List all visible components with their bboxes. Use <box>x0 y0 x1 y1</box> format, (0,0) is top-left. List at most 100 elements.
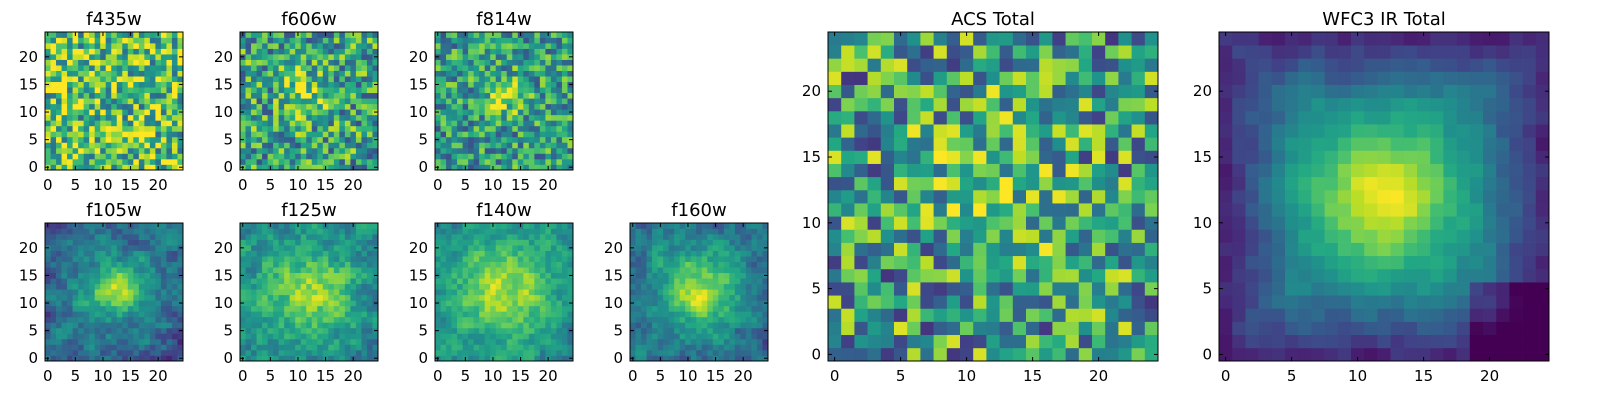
heatmap-cell <box>317 43 323 49</box>
heatmap-cell <box>523 32 529 38</box>
heatmap-cell <box>718 234 724 240</box>
plot-title: f125w <box>281 200 336 221</box>
heatmap-cell <box>523 311 529 317</box>
heatmap-cell <box>273 240 279 246</box>
heatmap-cell <box>545 295 551 301</box>
heatmap-cell <box>361 306 367 312</box>
heatmap-cell <box>122 284 128 290</box>
heatmap-cell <box>435 87 441 93</box>
heatmap-cell <box>78 295 84 301</box>
heatmap-cell <box>334 38 340 44</box>
heatmap-cell <box>680 223 686 229</box>
heatmap-cell <box>339 295 345 301</box>
heatmap-cell <box>78 71 84 77</box>
heatmap-cell <box>350 159 356 165</box>
heatmap-cell <box>67 71 73 77</box>
heatmap-cell <box>757 240 763 246</box>
heatmap-cell <box>290 223 296 229</box>
heatmap-cell <box>652 328 658 334</box>
heatmap-cell <box>306 234 312 240</box>
heatmap-cell <box>350 76 356 82</box>
y-tick-label: 0 <box>418 349 428 367</box>
heatmap-cell <box>545 251 551 257</box>
heatmap-cell <box>89 240 95 246</box>
heatmap-cell <box>647 223 653 229</box>
heatmap-cell <box>295 93 301 99</box>
heatmap-cell <box>512 278 518 284</box>
heatmap-cell <box>172 87 178 93</box>
heatmap-cell <box>947 308 961 322</box>
heatmap-cell <box>111 82 117 88</box>
heatmap-cell <box>290 82 296 88</box>
heatmap-cell <box>529 109 535 115</box>
heatmap-cell <box>534 137 540 143</box>
heatmap-cell <box>279 104 285 110</box>
heatmap-cell <box>507 355 513 361</box>
heatmap-cell <box>128 267 134 273</box>
heatmap-cell <box>512 350 518 356</box>
heatmap-cell <box>372 71 378 77</box>
heatmap-cell <box>934 256 948 270</box>
heatmap-cell <box>696 322 702 328</box>
heatmap-cell <box>56 137 62 143</box>
heatmap-cell <box>540 148 546 154</box>
heatmap-cell <box>496 32 502 38</box>
heatmap-cell <box>960 335 974 349</box>
heatmap-cell <box>1079 335 1093 349</box>
heatmap-cell <box>757 278 763 284</box>
heatmap-cell <box>301 120 307 126</box>
heatmap-cell <box>545 234 551 240</box>
heatmap-cell <box>301 142 307 148</box>
heatmap-cell <box>306 54 312 60</box>
heatmap-cell <box>468 229 474 235</box>
heatmap-cell <box>669 344 675 350</box>
heatmap-cell <box>529 289 535 295</box>
heatmap-cell <box>323 278 329 284</box>
heatmap-cell <box>345 273 351 279</box>
heatmap-cell <box>841 216 855 230</box>
heatmap-cell <box>67 65 73 71</box>
heatmap-cell <box>986 322 1000 336</box>
heatmap-cell <box>323 317 329 323</box>
heatmap-cell <box>1132 190 1146 204</box>
heatmap-cell <box>100 262 106 268</box>
heatmap-cell <box>367 284 373 290</box>
heatmap-cell <box>279 229 285 235</box>
heatmap-cell <box>1052 348 1066 362</box>
heatmap-cell <box>757 295 763 301</box>
heatmap-cell <box>372 60 378 66</box>
heatmap-cell <box>62 38 68 44</box>
heatmap-cell <box>240 284 246 290</box>
heatmap-cell <box>746 223 752 229</box>
heatmap-cell <box>95 322 101 328</box>
heatmap-cell <box>84 32 90 38</box>
heatmap-cell <box>251 104 257 110</box>
heatmap-cell <box>441 109 447 115</box>
heatmap-cell <box>328 65 334 71</box>
heatmap-cell <box>507 43 513 49</box>
heatmap-cell <box>117 267 123 273</box>
heatmap-cell <box>246 115 252 121</box>
heatmap-cell <box>367 229 373 235</box>
heatmap-cell <box>479 350 485 356</box>
heatmap-cell <box>177 126 183 132</box>
heatmap-cell <box>973 348 987 362</box>
heatmap-cell <box>457 240 463 246</box>
heatmap-cell <box>441 159 447 165</box>
heatmap-cell <box>1052 295 1066 309</box>
heatmap-cell <box>1052 322 1066 336</box>
heatmap-cell <box>306 49 312 55</box>
heatmap-cell <box>345 278 351 284</box>
heatmap-cell <box>166 256 172 262</box>
heatmap-cell <box>295 278 301 284</box>
heatmap-cell <box>111 229 117 235</box>
heatmap-cell <box>334 32 340 38</box>
heatmap-cell <box>735 355 741 361</box>
heatmap-cell <box>518 104 524 110</box>
heatmap-cell <box>51 223 57 229</box>
heatmap-cell <box>1013 203 1027 217</box>
heatmap-cell <box>680 311 686 317</box>
heatmap-cell <box>507 278 513 284</box>
heatmap-cell <box>441 267 447 273</box>
heatmap-cell <box>106 350 112 356</box>
